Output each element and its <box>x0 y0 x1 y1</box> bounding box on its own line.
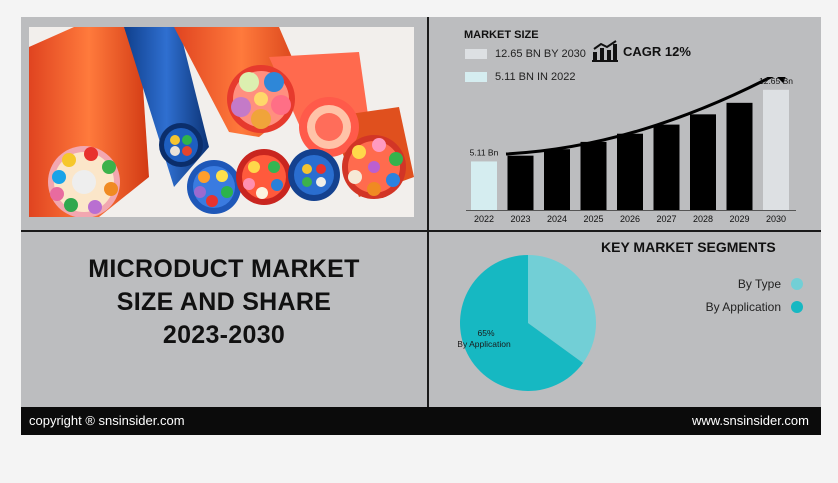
x-tick-label-2028: 2028 <box>693 214 713 224</box>
market-size-heading: MARKET SIZE <box>464 29 539 41</box>
legend-label-2030: 12.65 BN BY 2030 <box>495 48 586 60</box>
segment-legend-application: By Application <box>706 300 803 314</box>
x-tick-label-2026: 2026 <box>620 214 640 224</box>
data-label-2022: 5.11 Bn <box>470 147 499 157</box>
footer-bar: copyright ® snsinsider.com www.snsinside… <box>21 407 821 435</box>
bar-2029 <box>726 102 753 210</box>
growth-arrow-head <box>777 77 786 83</box>
x-tick-label-2025: 2025 <box>583 214 603 224</box>
bar-2030 <box>763 89 789 210</box>
segment-legend-type-dot <box>791 278 803 290</box>
x-tick-label-2027: 2027 <box>656 214 676 224</box>
segments-heading: KEY MARKET SEGMENTS <box>601 239 776 255</box>
horizontal-divider <box>21 230 821 232</box>
x-tick-label-2030: 2030 <box>766 214 786 224</box>
bar-2027 <box>653 124 680 210</box>
legend-swatch-2022 <box>465 72 487 82</box>
segments-pie-chart: 65%By Application <box>458 255 596 391</box>
growth-chart-icon <box>592 40 618 62</box>
legend-swatch-2030 <box>465 49 487 59</box>
pie-slice-by-application <box>460 255 584 391</box>
microduct-bundle-image <box>29 27 414 217</box>
bar-2022 <box>471 161 497 210</box>
bundle-ends <box>48 65 406 217</box>
title-line-2: SIZE AND SHARE <box>116 288 332 316</box>
cagr-badge: CAGR 12% <box>592 40 691 62</box>
legend-label-2022: 5.11 BN IN 2022 <box>495 71 576 83</box>
x-tick-label-2022: 2022 <box>474 214 494 224</box>
footer-website: www.snsinsider.com <box>691 413 809 428</box>
microduct-photo <box>29 27 414 217</box>
legend-2030: 12.65 BN BY 2030 <box>465 48 586 60</box>
x-tick-label-2023: 2023 <box>510 214 530 224</box>
growth-arrow <box>505 77 774 156</box>
segment-legend-type: By Type <box>738 277 803 291</box>
report-title: MICRODUCT MARKET SIZE AND SHARE 2023-203… <box>21 253 427 352</box>
bar-2025 <box>580 141 607 210</box>
segment-legend-application-dot <box>791 301 803 313</box>
title-line-3: 2023-2030 <box>162 321 286 349</box>
segment-legend-application-label: By Application <box>705 300 781 314</box>
bar-2026 <box>617 133 643 210</box>
bar-2028 <box>690 114 716 210</box>
title-line-1: MICRODUCT MARKET <box>88 255 360 283</box>
footer-copyright: copyright ® snsinsider.com <box>29 413 185 428</box>
bar-2023 <box>507 155 534 210</box>
bar-2024 <box>544 149 570 210</box>
cagr-label: CAGR 12% <box>623 43 691 59</box>
legend-2022: 5.11 BN IN 2022 <box>465 71 576 83</box>
x-tick-label-2029: 2029 <box>729 214 749 224</box>
segment-legend-type-label: By Type <box>737 277 781 291</box>
market-size-bar-chart: 2022 2023 2024 2025 2026 2027 2028 2029 2030 5.11… <box>466 77 796 224</box>
pie-slice-by-type <box>528 255 596 363</box>
pie-label-name: By Application <box>458 339 511 349</box>
infographic-frame: MICRODUCT MARKET SIZE AND SHARE 2023-203… <box>21 17 821 435</box>
pie-label-percent: 65% <box>477 328 494 338</box>
data-label-2030: 12.65 Bn <box>759 77 793 86</box>
vertical-divider <box>427 17 429 407</box>
x-tick-label-2024: 2024 <box>547 214 567 224</box>
